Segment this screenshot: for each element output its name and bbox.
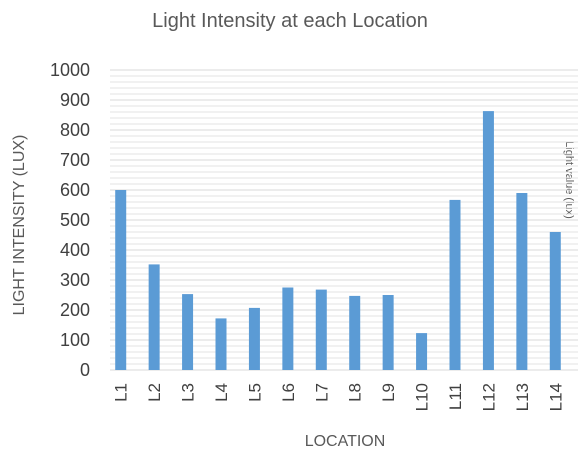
y-tick-label: 300 (60, 270, 90, 290)
y-tick-label: 100 (60, 330, 90, 350)
bar-l5 (248, 307, 260, 370)
gridlines (110, 69, 578, 371)
x-tick-label: L9 (379, 383, 398, 402)
y-tick-label: 1000 (50, 60, 90, 80)
x-tick-label: L5 (245, 383, 264, 402)
bar-l12 (482, 111, 494, 370)
x-tick-label: L2 (145, 383, 164, 402)
x-tick-label: L13 (513, 383, 532, 411)
x-tick-label: L6 (279, 383, 298, 402)
x-tick-label: L7 (312, 383, 331, 402)
x-tick-label: L10 (413, 383, 432, 411)
x-axis-title: LOCATION (305, 433, 386, 450)
x-tick-labels: L1 L2 L3 L4 L5 L6 L7 L8 L9 L10 L11 L12 L13 L14 (112, 383, 566, 411)
x-tick-label: L11 (446, 383, 465, 410)
y-tick-label: 500 (60, 210, 90, 230)
y-axis-title: LIGHT INTENSITY (LUX) (11, 135, 28, 316)
bar-l14 (549, 232, 561, 370)
secondary-axis-label: Light value (lux) (563, 141, 575, 219)
x-tick-label: L4 (212, 383, 231, 402)
bar-l13 (516, 193, 528, 370)
x-tick-label: L8 (346, 383, 365, 402)
y-tick-label: 900 (60, 90, 90, 110)
y-tick-label: 800 (60, 120, 90, 140)
bar-l2 (148, 264, 160, 370)
bar-l8 (349, 295, 361, 370)
y-tick-label: 400 (60, 240, 90, 260)
bar-l10 (416, 333, 428, 370)
y-tick-label: 700 (60, 150, 90, 170)
bar-l9 (382, 295, 394, 370)
y-tick-labels: 0 100 200 300 400 500 600 700 800 900 1000 (50, 60, 90, 380)
bar-l6 (282, 287, 294, 370)
bar-l11 (449, 199, 461, 370)
x-tick-label: L12 (479, 383, 498, 411)
bar-l3 (182, 294, 194, 370)
x-tick-label: L14 (546, 383, 565, 411)
x-tick-label: L1 (112, 383, 131, 402)
bars (115, 111, 561, 370)
bar-l4 (215, 318, 227, 370)
bar-l7 (315, 289, 327, 370)
chart-title: Light Intensity at each Location (152, 10, 428, 32)
bar-l1 (115, 190, 127, 370)
y-tick-label: 200 (60, 300, 90, 320)
y-tick-label: 0 (80, 360, 90, 380)
x-tick-label: L3 (179, 383, 198, 402)
y-tick-label: 600 (60, 180, 90, 200)
